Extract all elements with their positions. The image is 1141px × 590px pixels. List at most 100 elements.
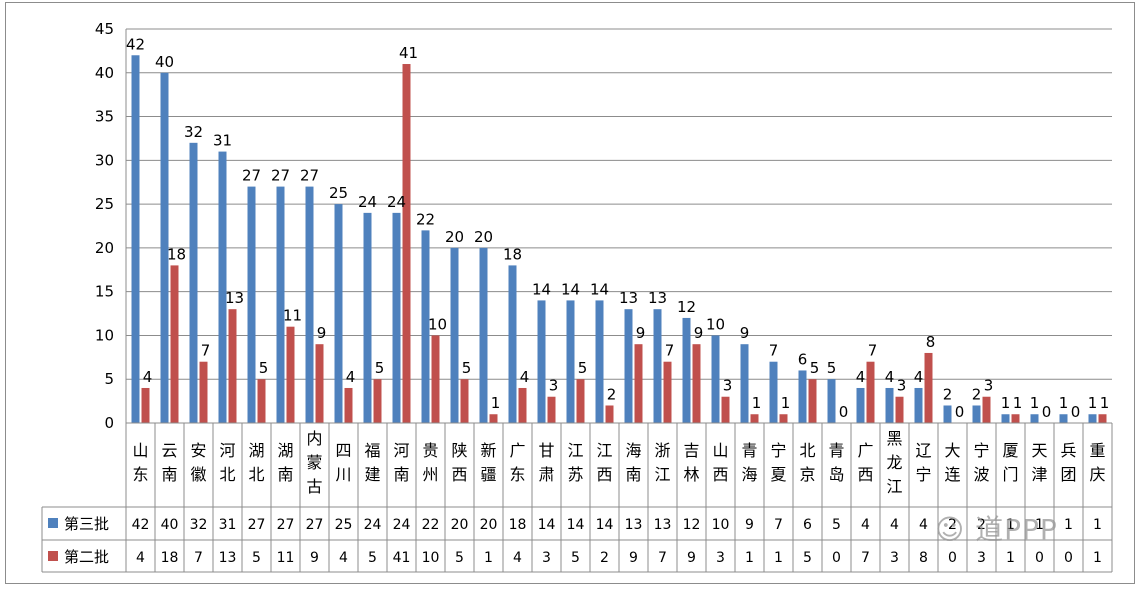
data-label-series1: 5 xyxy=(827,359,837,377)
bar-series1-2 xyxy=(189,142,198,424)
watermark: ☺ 道PPP xyxy=(935,508,1058,548)
data-label-series1: 22 xyxy=(416,210,435,228)
bar-series1-15 xyxy=(566,300,575,423)
bar-series2-9 xyxy=(402,64,411,424)
bar-series1-27 xyxy=(914,387,923,423)
bar-series1-3 xyxy=(218,151,227,424)
data-label-series1: 9 xyxy=(740,324,750,342)
category-label-6: 内蒙古 xyxy=(306,429,322,496)
table-value-series2: 7 xyxy=(658,550,667,566)
table-value-series2: 3 xyxy=(716,550,725,566)
table-value-series1: 13 xyxy=(654,517,672,533)
table-value-series1: 24 xyxy=(364,517,382,533)
y-tick-label: 30 xyxy=(95,151,114,169)
bar-series2-5 xyxy=(286,326,295,423)
data-label-series2: 0 xyxy=(839,403,849,421)
data-label-series1: 1 xyxy=(1030,394,1040,412)
data-label-series1: 20 xyxy=(445,228,464,246)
wechat-icon: ☺ xyxy=(935,513,966,546)
table-value-series2: 1 xyxy=(745,550,754,566)
data-label-series2: 4 xyxy=(143,368,153,386)
table-value-series1: 40 xyxy=(161,517,179,533)
category-label-23: 北京 xyxy=(799,441,815,484)
data-label-series2: 5 xyxy=(462,359,472,377)
y-tick-label: 25 xyxy=(95,195,114,213)
table-value-series2: 13 xyxy=(219,550,237,566)
category-label-7: 四川 xyxy=(335,441,351,484)
data-label-series2: 7 xyxy=(868,342,878,360)
table-value-series1: 12 xyxy=(683,517,701,533)
table-value-series2: 1 xyxy=(1093,550,1102,566)
table-value-series1: 4 xyxy=(890,517,899,533)
bar-series1-1 xyxy=(160,72,169,424)
data-label-series2: 10 xyxy=(428,315,447,333)
category-label-5: 湖南 xyxy=(277,441,293,484)
bar-series2-12 xyxy=(489,414,498,423)
data-label-series2: 41 xyxy=(399,44,418,62)
table-value-series1: 18 xyxy=(509,517,527,533)
legend-label-series1: 第三批 xyxy=(64,515,109,533)
bar-series1-13 xyxy=(508,265,517,423)
bar-series2-17 xyxy=(634,344,643,423)
table-value-series2: 4 xyxy=(513,550,522,566)
data-label-series1: 14 xyxy=(561,280,580,298)
bar-series1-26 xyxy=(885,387,894,423)
bar-series1-10 xyxy=(421,230,430,423)
legend-label-series2: 第二批 xyxy=(64,548,109,566)
bar-series2-33 xyxy=(1098,414,1107,423)
category-label-22: 宁夏 xyxy=(770,441,786,484)
y-tick-label: 0 xyxy=(104,414,114,432)
category-label-11: 陕西 xyxy=(451,441,467,484)
bar-series2-14 xyxy=(547,396,556,423)
table-value-series2: 0 xyxy=(948,550,957,566)
bar-series2-18 xyxy=(663,361,672,423)
data-label-series1: 12 xyxy=(677,298,696,316)
data-label-series2: 0 xyxy=(955,403,965,421)
data-label-series2: 9 xyxy=(317,324,327,342)
table-value-series1: 14 xyxy=(538,517,556,533)
bar-series1-21 xyxy=(740,344,749,423)
data-label-series2: 1 xyxy=(1013,394,1023,412)
data-table: 第三批 42 40 32 31 27 27 27 25 24 24 22 20 20 18 14 14 14 13 1… xyxy=(41,422,1113,573)
table-value-series1: 2 xyxy=(977,517,986,533)
table-value-series2: 11 xyxy=(277,550,295,566)
data-label-series1: 40 xyxy=(155,53,174,71)
bar-series2-6 xyxy=(315,344,324,423)
bar-series2-13 xyxy=(518,387,527,423)
data-label-series1: 10 xyxy=(706,315,725,333)
y-tick-label: 5 xyxy=(104,370,114,388)
data-label-series2: 11 xyxy=(283,307,302,325)
data-label-series2: 7 xyxy=(201,342,211,360)
bar-series2-15 xyxy=(576,379,585,423)
data-label-series1: 20 xyxy=(474,228,493,246)
table-value-series1: 22 xyxy=(422,517,440,533)
bar-series2-10 xyxy=(431,335,440,423)
bar-series2-25 xyxy=(866,361,875,423)
data-label-series2: 3 xyxy=(723,377,733,395)
bar-series1-33 xyxy=(1088,414,1097,423)
data-label-series2: 18 xyxy=(167,245,186,263)
y-tick-label: 45 xyxy=(95,20,114,38)
bar-series1-7 xyxy=(334,204,343,423)
y-tick-label: 10 xyxy=(95,326,114,344)
bar-series1-9 xyxy=(392,212,401,423)
bar-series2-21 xyxy=(750,414,759,423)
data-label-series1: 14 xyxy=(590,280,609,298)
table-value-series1: 27 xyxy=(277,517,295,533)
data-label-series2: 1 xyxy=(752,394,762,412)
table-value-series1: 24 xyxy=(393,517,411,533)
table-value-series2: 18 xyxy=(161,550,179,566)
category-label-20: 山西 xyxy=(712,441,728,484)
table-value-series2: 8 xyxy=(919,550,928,566)
bar-series1-31 xyxy=(1030,414,1039,423)
data-label-series1: 6 xyxy=(798,350,808,368)
bar-series2-16 xyxy=(605,405,614,423)
data-label-series2: 0 xyxy=(1042,403,1052,421)
y-tick-label: 40 xyxy=(95,64,114,82)
bar-series1-6 xyxy=(305,186,314,423)
table-value-series1: 4 xyxy=(861,517,870,533)
table-value-series1: 2 xyxy=(948,517,957,533)
category-label-25: 广西 xyxy=(857,441,873,484)
data-label-series1: 27 xyxy=(271,167,290,185)
category-label-10: 贵州 xyxy=(422,441,438,484)
